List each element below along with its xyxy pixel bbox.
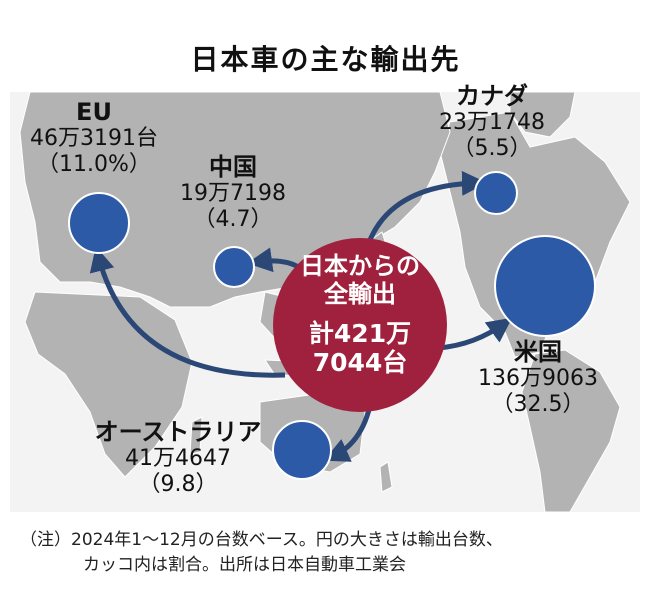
canada-label: カナダ 23万1748 （5.5） xyxy=(422,82,562,162)
map-title: 日本車の主な輸出先 xyxy=(190,43,461,76)
madagascar-landmass xyxy=(189,416,203,455)
eu-bubble xyxy=(68,192,130,254)
arrow-to-usa xyxy=(437,317,513,351)
australia-units: 41万4647 xyxy=(125,446,231,472)
note-line2: カッコ内は割合。出所は日本自動車工業会 xyxy=(83,554,406,575)
usa-bubble xyxy=(494,235,596,337)
arrow-to-canada xyxy=(365,170,487,246)
note-line1: （注）2024年1～12月の台数ベース。円の大きさは輸出台数、 xyxy=(20,530,503,550)
eu-share: （11.0%） xyxy=(37,152,151,178)
arrow-to-eu xyxy=(89,246,286,378)
eu-label: EU 46万3191台 （11.0%） xyxy=(4,98,184,178)
total-units-line2: 7044台 xyxy=(312,348,408,378)
usa-units: 136万9063 xyxy=(478,366,598,392)
total-units-line1: 計421万 xyxy=(308,318,412,348)
china-units: 19万7198 xyxy=(180,181,286,207)
japan-total-circle xyxy=(273,238,447,412)
eu-name: EU xyxy=(76,98,112,126)
eu-units: 46万3191台 xyxy=(30,126,158,152)
australia-label: オーストラリア 41万4647 （9.8） xyxy=(88,418,268,498)
australia-name: オーストラリア xyxy=(94,418,262,446)
china-label: 中国 19万7198 （4.7） xyxy=(168,153,298,233)
south-america-landmass xyxy=(521,349,621,512)
canada-share: （5.5） xyxy=(452,136,532,162)
total-caption-line2: 全輸出 xyxy=(324,280,396,309)
total-caption-line1: 日本からの xyxy=(300,252,420,280)
china-share: （4.7） xyxy=(193,207,273,233)
usa-name: 米国 xyxy=(514,338,562,366)
canada-name: カナダ xyxy=(456,82,528,110)
source-note: （注）2024年1～12月の台数ベース。円の大きさは輸出台数、 カッコ内は割合。… xyxy=(20,528,635,577)
china-bubble xyxy=(213,246,255,288)
canada-units: 23万1748 xyxy=(439,110,545,136)
china-name: 中国 xyxy=(209,153,257,181)
usa-share: （32.5） xyxy=(491,392,585,418)
australia-bubble xyxy=(272,420,332,480)
new-zealand-landmass xyxy=(379,461,393,493)
usa-label: 米国 136万9063 （32.5） xyxy=(463,338,613,418)
japan-total-label: 日本からの 全輸出 計421万 7044台 xyxy=(281,252,439,378)
australia-share: （9.8） xyxy=(138,472,218,498)
canada-bubble xyxy=(474,171,518,215)
